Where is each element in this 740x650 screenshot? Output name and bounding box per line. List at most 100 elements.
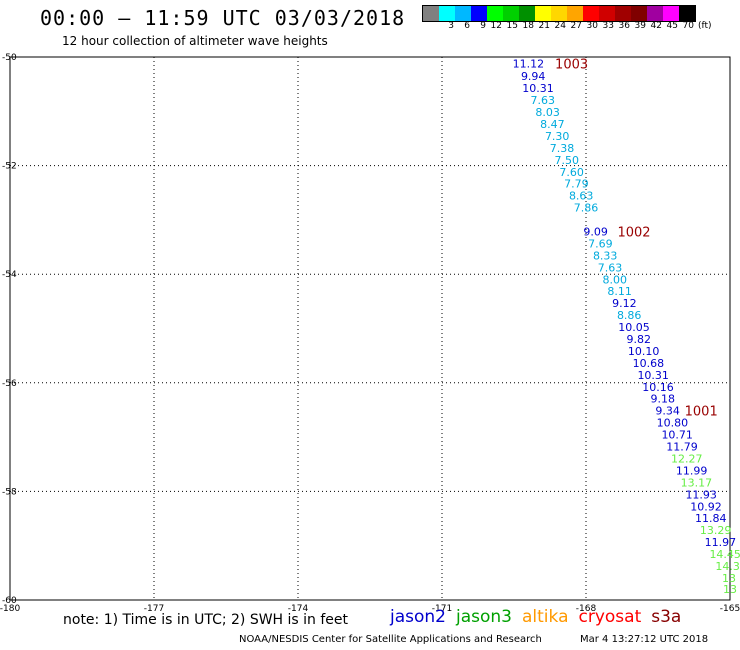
wave-height-label: 14.45: [709, 548, 740, 561]
wave-height-label: 7.86: [574, 202, 599, 215]
y-tick-label: -50: [2, 53, 17, 63]
wave-height-label: 7.60: [559, 166, 584, 179]
wave-height-label: 14.3: [715, 560, 740, 573]
wave-height-label: 7.63: [531, 94, 556, 107]
legend-swatch: [439, 6, 455, 21]
color-legend: [422, 5, 696, 22]
legend-swatch: [615, 6, 631, 21]
satellite-jason2: jason2: [390, 607, 446, 627]
color-legend-labels: 3 6 9 12 15 18 21 24 27 30 33 36 39 42 45 70 (ft): [422, 21, 712, 31]
legend-unit: (ft): [698, 21, 712, 31]
satellite-altika: altika: [522, 607, 569, 627]
wave-height-label: 7.63: [598, 261, 623, 274]
legend-swatch: [647, 6, 663, 21]
legend-swatch: [583, 6, 599, 21]
generated-timestamp: Mar 4 13:27:12 UTC 2018: [580, 634, 709, 645]
satellite-legend: jason2 jason3 altika cryosat s3a: [390, 607, 681, 627]
plot-frame: [9, 56, 731, 601]
chart-title: 00:00 – 11:59 UTC 03/03/2018: [40, 6, 406, 30]
pressure-annotation: 1001: [685, 405, 718, 420]
wave-height-label: 13.29: [700, 524, 732, 537]
y-tick-label: -56: [2, 379, 17, 389]
satellite-jason3: jason3: [456, 607, 512, 627]
wave-height-label: 13: [722, 572, 736, 585]
x-tick-label: -168: [576, 604, 597, 614]
legend-value: 39: [634, 21, 646, 31]
legend-value: 24: [554, 21, 566, 31]
wave-height-label: 10.10: [628, 345, 660, 358]
legend-value: 30: [586, 21, 598, 31]
wave-height-label: 8.63: [569, 190, 594, 203]
wave-height-label: 10.31: [522, 82, 554, 95]
legend-swatch: [535, 6, 551, 21]
legend-swatch: [519, 6, 535, 21]
wave-height-label: 8.00: [603, 273, 628, 286]
legend-value: 42: [650, 21, 662, 31]
wave-height-label: 10.80: [657, 417, 689, 430]
legend-value: 70: [682, 21, 694, 31]
wave-height-label: 11.99: [676, 464, 708, 477]
wave-height-label: 13.17: [681, 476, 713, 489]
x-tick-label: -180: [0, 604, 20, 614]
y-tick-label: -52: [2, 162, 17, 172]
wave-height-label: 7.50: [555, 154, 580, 167]
x-tick-label: -174: [288, 604, 309, 614]
wave-height-label: 8.33: [593, 249, 618, 262]
y-tick-label: -54: [2, 270, 17, 280]
y-tick-label: -58: [2, 487, 17, 497]
wave-height-label: 7.69: [588, 237, 613, 250]
legend-swatch: [471, 6, 487, 21]
wave-height-label: 11.84: [695, 512, 727, 525]
x-tick-label: -171: [432, 604, 452, 614]
wave-height-label: 7.38: [550, 142, 575, 155]
legend-value: 33: [602, 21, 614, 31]
legend-value: 36: [618, 21, 630, 31]
legend-value: 6: [464, 21, 470, 31]
agency-credit: NOAA/NESDIS Center for Satellite Applica…: [239, 634, 542, 645]
wave-height-label: 8.11: [607, 285, 632, 298]
legend-swatch: [455, 6, 471, 21]
wave-height-label: 9.82: [627, 333, 652, 346]
legend-value: 9: [480, 21, 486, 31]
wave-height-label: 9.09: [583, 226, 608, 239]
legend-swatch: [567, 6, 583, 21]
legend-swatch: [663, 6, 679, 21]
legend-swatch: [551, 6, 567, 21]
wave-height-label: 9.34: [655, 405, 680, 418]
wave-height-label: 11.12: [513, 58, 545, 71]
y-tick-label: -60: [2, 596, 17, 606]
wave-height-label: 7.30: [545, 130, 570, 143]
satellite-cryosat: cryosat: [578, 607, 642, 627]
legend-value: 45: [666, 21, 678, 31]
pressure-annotation: 1003: [555, 58, 588, 73]
wave-height-label: 10.92: [690, 500, 722, 513]
wave-height-label: 12.27: [671, 452, 703, 465]
legend-value: 21: [538, 21, 550, 31]
footnote: note: 1) Time is in UTC; 2) SWH is in fe…: [63, 612, 349, 628]
wave-height-label: 8.47: [540, 118, 565, 131]
legend-value: 27: [570, 21, 582, 31]
wave-height-label: 8.03: [535, 106, 560, 119]
satellite-s3a: s3a: [651, 607, 682, 627]
legend-swatch: [503, 6, 519, 21]
wave-height-label: 11.79: [666, 441, 698, 454]
wave-height-label: 10.16: [642, 381, 674, 394]
chart-subtitle: 12 hour collection of altimeter wave hei…: [62, 34, 328, 48]
legend-swatch: [631, 6, 647, 21]
legend-value: 12: [490, 21, 502, 31]
legend-value: 15: [506, 21, 518, 31]
wave-height-label: 10.05: [618, 321, 650, 334]
wave-height-label: 9.94: [521, 70, 546, 83]
wave-height-label: 10.31: [637, 369, 669, 382]
wave-height-label: 8.86: [617, 309, 642, 322]
wave-height-label: 11.93: [685, 488, 717, 501]
legend-value: 18: [522, 21, 534, 31]
wave-height-label: 13: [723, 583, 737, 596]
x-tick-label: -177: [144, 604, 164, 614]
x-tick-label: -165: [720, 604, 740, 614]
legend-swatch: [423, 6, 439, 21]
wave-height-label: 11.97: [705, 536, 737, 549]
wave-height-label: 10.71: [661, 429, 693, 442]
